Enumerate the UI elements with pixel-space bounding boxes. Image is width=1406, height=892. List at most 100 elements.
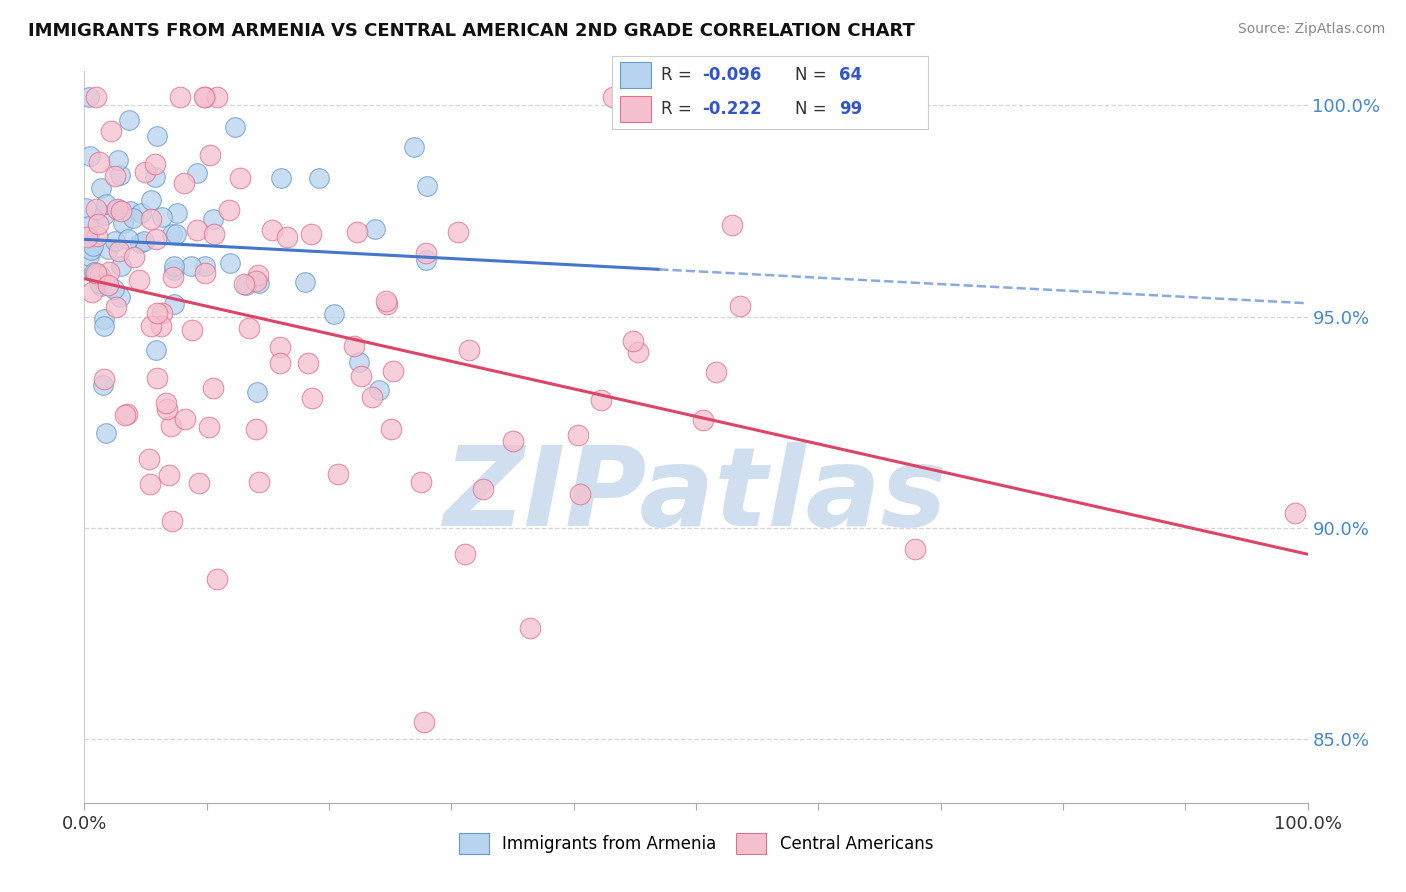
Point bbox=[86, 89, 108, 103]
Point bbox=[134, 165, 156, 179]
Point bbox=[238, 321, 260, 335]
Point bbox=[100, 124, 122, 138]
Point bbox=[205, 572, 228, 586]
Point bbox=[146, 129, 169, 144]
Point bbox=[322, 307, 344, 321]
Text: N =: N = bbox=[796, 66, 832, 84]
Point bbox=[567, 428, 589, 442]
Point bbox=[138, 452, 160, 467]
Point bbox=[245, 274, 267, 288]
Point bbox=[342, 339, 364, 353]
Bar bbox=[620, 62, 651, 88]
Point bbox=[91, 378, 114, 392]
Point bbox=[97, 278, 120, 293]
Point bbox=[447, 225, 470, 239]
Point bbox=[260, 223, 283, 237]
Point bbox=[269, 340, 291, 354]
Point bbox=[246, 385, 269, 400]
Point bbox=[163, 297, 186, 311]
Point bbox=[156, 401, 179, 416]
Point bbox=[105, 300, 128, 314]
Text: -0.096: -0.096 bbox=[702, 66, 761, 84]
Point bbox=[104, 169, 127, 184]
Point bbox=[187, 476, 209, 491]
Point bbox=[232, 277, 254, 291]
Point bbox=[704, 366, 727, 380]
Point bbox=[90, 181, 112, 195]
Point bbox=[97, 242, 120, 256]
Point bbox=[141, 193, 163, 207]
Point bbox=[93, 372, 115, 386]
Point bbox=[107, 244, 129, 258]
Point bbox=[276, 230, 298, 244]
Point bbox=[415, 252, 437, 267]
Point bbox=[186, 222, 208, 236]
Point bbox=[110, 204, 132, 219]
Point bbox=[76, 230, 98, 244]
Point bbox=[194, 89, 217, 103]
Point bbox=[904, 541, 927, 556]
Point bbox=[105, 202, 128, 217]
Text: ZIPatlas: ZIPatlas bbox=[444, 442, 948, 549]
Point bbox=[174, 412, 197, 426]
Point bbox=[98, 265, 121, 279]
Point bbox=[169, 89, 191, 103]
Point bbox=[128, 236, 150, 251]
Point bbox=[166, 206, 188, 220]
Point bbox=[110, 259, 132, 273]
Text: IMMIGRANTS FROM ARMENIA VS CENTRAL AMERICAN 2ND GRADE CORRELATION CHART: IMMIGRANTS FROM ARMENIA VS CENTRAL AMERI… bbox=[28, 22, 915, 40]
Point bbox=[146, 371, 169, 385]
Point bbox=[326, 467, 349, 481]
Text: 64: 64 bbox=[839, 66, 862, 84]
Point bbox=[602, 89, 624, 103]
Point bbox=[413, 715, 436, 730]
Point bbox=[114, 408, 136, 422]
Point bbox=[77, 89, 100, 103]
Point bbox=[77, 249, 100, 263]
Point bbox=[149, 319, 172, 334]
Point bbox=[346, 225, 368, 239]
Point bbox=[122, 250, 145, 264]
Point bbox=[84, 266, 107, 280]
Point bbox=[202, 227, 225, 242]
Point bbox=[502, 434, 524, 448]
Point bbox=[87, 277, 110, 291]
Point bbox=[721, 218, 744, 232]
Point bbox=[219, 255, 242, 269]
Point bbox=[150, 306, 173, 320]
Point bbox=[381, 364, 404, 378]
Point bbox=[194, 266, 217, 280]
Point bbox=[86, 268, 108, 282]
Point bbox=[104, 235, 127, 249]
Point bbox=[180, 260, 202, 274]
Point bbox=[79, 149, 101, 163]
Point bbox=[90, 279, 112, 293]
Point bbox=[247, 475, 270, 489]
Point bbox=[96, 426, 118, 441]
Point bbox=[108, 290, 131, 304]
Point bbox=[120, 203, 142, 218]
Bar bbox=[620, 95, 651, 122]
Point bbox=[301, 392, 323, 406]
Point bbox=[627, 345, 650, 359]
Text: R =: R = bbox=[661, 66, 696, 84]
Point bbox=[519, 621, 541, 635]
Point bbox=[162, 260, 184, 274]
Point bbox=[93, 208, 115, 222]
Point bbox=[409, 475, 432, 490]
Point bbox=[84, 202, 107, 217]
Point bbox=[1284, 506, 1306, 520]
Point bbox=[193, 89, 215, 103]
Point bbox=[82, 285, 104, 299]
Point bbox=[728, 299, 751, 313]
Point bbox=[111, 216, 134, 230]
Point bbox=[93, 311, 115, 326]
Point bbox=[165, 227, 187, 241]
Point bbox=[180, 323, 202, 337]
Point bbox=[374, 294, 396, 309]
Point bbox=[569, 487, 592, 501]
Point bbox=[202, 381, 225, 395]
Point bbox=[235, 278, 257, 293]
Point bbox=[224, 120, 246, 134]
Point bbox=[145, 232, 167, 246]
